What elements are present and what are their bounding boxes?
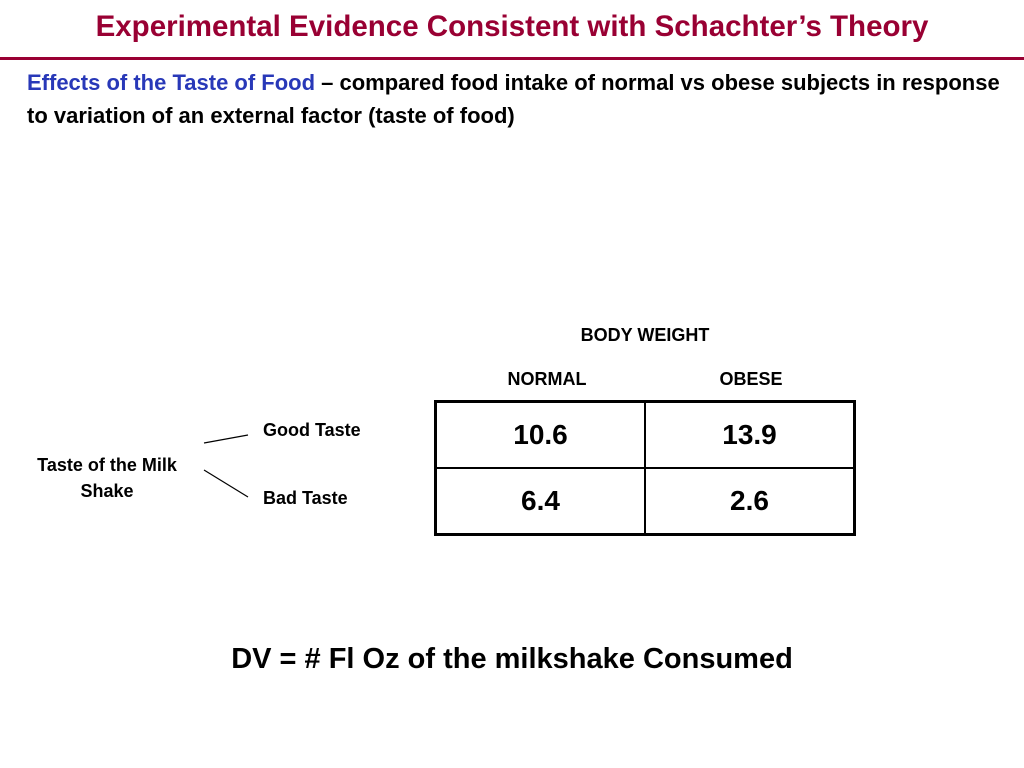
column-header-obese: OBESE: [719, 369, 783, 389]
row-label-good-taste: Good Taste: [263, 420, 361, 440]
title-underline: [0, 57, 1024, 60]
table-row-good-taste: 10.6 13.9: [434, 400, 856, 469]
slide-title: Experimental Evidence Consistent with Sc…: [95, 10, 929, 43]
results-table: 10.6 13.9 6.4 2.6: [434, 400, 856, 536]
connector-line-bad: [203, 469, 249, 498]
results-table-container: 10.6 13.9 6.4 2.6: [434, 400, 856, 536]
slide-description: Effects of the Taste of Food – compared …: [27, 66, 1007, 132]
column-header-normal: NORMAL: [507, 369, 587, 389]
dependent-variable-statement: DV = # Fl Oz of the milkshake Consumed: [231, 643, 793, 675]
cell-good-obese: 13.9: [644, 400, 856, 469]
row-factor-label: Taste of the Milk Shake: [37, 455, 177, 501]
cell-bad-obese: 2.6: [644, 467, 856, 536]
cell-bad-normal: 6.4: [434, 467, 646, 536]
row-label-bad-taste: Bad Taste: [263, 488, 348, 508]
connector-line-good: [203, 434, 249, 444]
description-lead: Effects of the Taste of Food: [27, 70, 316, 95]
table-row-bad-taste: 6.4 2.6: [434, 467, 856, 536]
description-rest: – compared food intake of normal vs obes…: [27, 70, 1000, 128]
body-weight-header: BODY WEIGHT: [580, 325, 710, 345]
cell-good-normal: 10.6: [434, 400, 646, 469]
